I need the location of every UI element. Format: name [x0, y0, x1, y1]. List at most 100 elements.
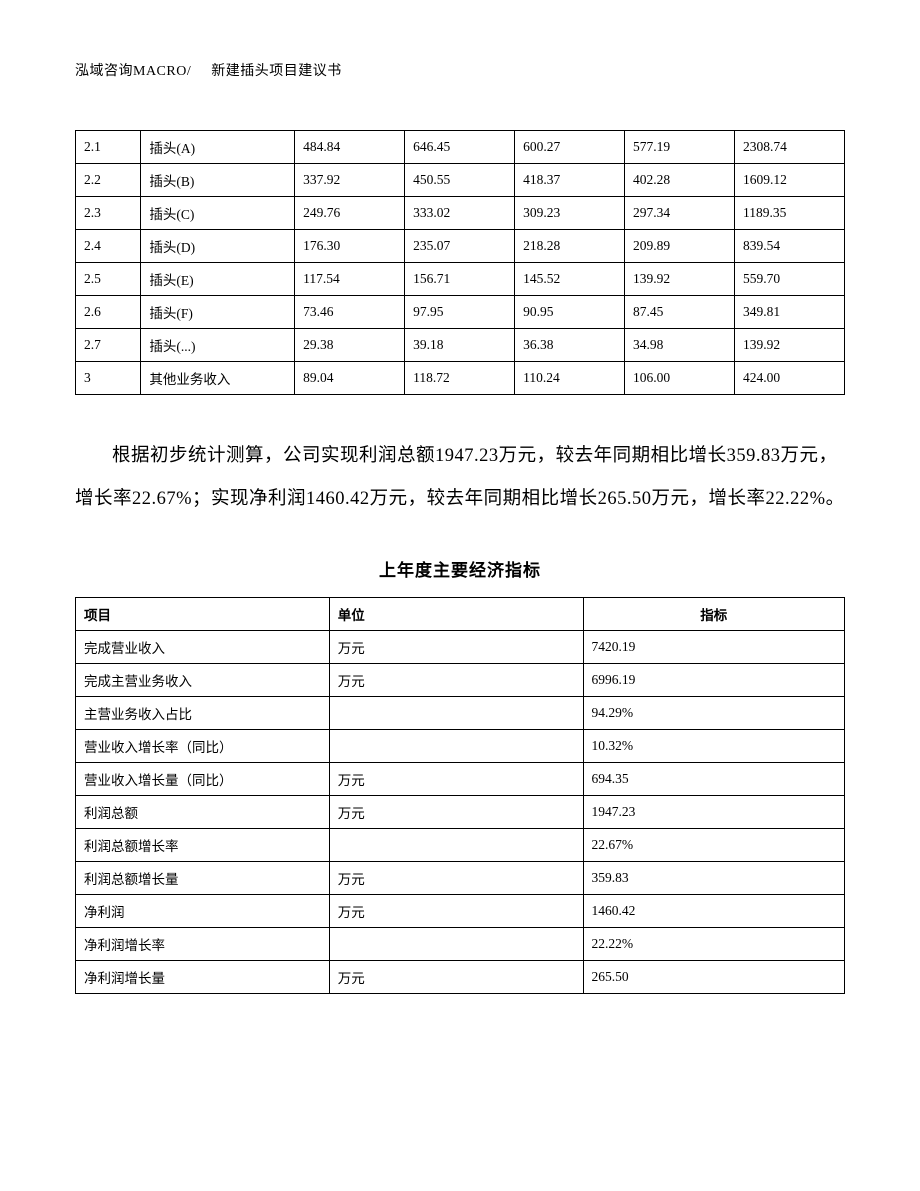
cell-num: 2.2 [76, 164, 141, 197]
table-row: 利润总额增长量万元359.83 [76, 862, 845, 895]
cell-v5: 839.54 [734, 230, 844, 263]
table-row: 2.5插头(E)117.54156.71145.52139.92559.70 [76, 263, 845, 296]
cell-value: 1947.23 [583, 796, 844, 829]
table-row: 2.1插头(A)484.84646.45600.27577.192308.74 [76, 131, 845, 164]
cell-v3: 309.23 [515, 197, 625, 230]
cell-v1: 117.54 [295, 263, 405, 296]
cell-value: 265.50 [583, 961, 844, 994]
cell-project: 利润总额增长量 [76, 862, 330, 895]
cell-num: 3 [76, 362, 141, 395]
cell-value: 10.32% [583, 730, 844, 763]
cell-unit [329, 697, 583, 730]
cell-value: 6996.19 [583, 664, 844, 697]
cell-v4: 139.92 [625, 263, 735, 296]
header-title: 新建插头项目建议书 [211, 64, 342, 79]
cell-v2: 450.55 [405, 164, 515, 197]
cell-num: 2.7 [76, 329, 141, 362]
cell-v2: 333.02 [405, 197, 515, 230]
cell-v4: 106.00 [625, 362, 735, 395]
cell-unit: 万元 [329, 631, 583, 664]
header-unit: 单位 [329, 598, 583, 631]
cell-value: 22.22% [583, 928, 844, 961]
cell-name: 插头(E) [141, 263, 295, 296]
indicator-table-title: 上年度主要经济指标 [75, 556, 845, 581]
cell-value: 7420.19 [583, 631, 844, 664]
cell-num: 2.3 [76, 197, 141, 230]
cell-v2: 156.71 [405, 263, 515, 296]
table-row: 主营业务收入占比 94.29% [76, 697, 845, 730]
table-row: 3其他业务收入89.04118.72110.24106.00424.00 [76, 362, 845, 395]
cell-v1: 337.92 [295, 164, 405, 197]
table-row: 完成主营业务收入万元6996.19 [76, 664, 845, 697]
cell-num: 2.1 [76, 131, 141, 164]
header-value: 指标 [583, 598, 844, 631]
cell-num: 2.5 [76, 263, 141, 296]
cell-unit [329, 928, 583, 961]
cell-value: 22.67% [583, 829, 844, 862]
cell-v5: 559.70 [734, 263, 844, 296]
cell-v4: 577.19 [625, 131, 735, 164]
table-row: 2.3插头(C)249.76333.02309.23297.341189.35 [76, 197, 845, 230]
cell-project: 利润总额 [76, 796, 330, 829]
cell-v5: 1189.35 [734, 197, 844, 230]
table-row: 净利润增长量万元265.50 [76, 961, 845, 994]
table-row: 净利润增长率 22.22% [76, 928, 845, 961]
cell-v1: 176.30 [295, 230, 405, 263]
cell-unit: 万元 [329, 895, 583, 928]
summary-paragraph: 根据初步统计测算，公司实现利润总额1947.23万元，较去年同期相比增长359.… [75, 435, 845, 520]
cell-value: 359.83 [583, 862, 844, 895]
cell-v2: 646.45 [405, 131, 515, 164]
cell-unit: 万元 [329, 664, 583, 697]
cell-v3: 218.28 [515, 230, 625, 263]
cell-v3: 145.52 [515, 263, 625, 296]
cell-v4: 87.45 [625, 296, 735, 329]
cell-project: 净利润 [76, 895, 330, 928]
cell-v1: 29.38 [295, 329, 405, 362]
table-row: 2.6插头(F)73.4697.9590.9587.45349.81 [76, 296, 845, 329]
cell-project: 净利润增长率 [76, 928, 330, 961]
cell-name: 插头(...) [141, 329, 295, 362]
header-company: 泓域咨询MACRO/ [75, 64, 191, 79]
cell-v2: 39.18 [405, 329, 515, 362]
cell-v5: 424.00 [734, 362, 844, 395]
cell-project: 完成主营业务收入 [76, 664, 330, 697]
cell-v3: 418.37 [515, 164, 625, 197]
cell-unit [329, 829, 583, 862]
cell-project: 主营业务收入占比 [76, 697, 330, 730]
header-project: 项目 [76, 598, 330, 631]
cell-v3: 90.95 [515, 296, 625, 329]
cell-unit [329, 730, 583, 763]
cell-unit: 万元 [329, 763, 583, 796]
cell-v4: 209.89 [625, 230, 735, 263]
table-row: 营业收入增长率（同比） 10.32% [76, 730, 845, 763]
cell-num: 2.4 [76, 230, 141, 263]
cell-v4: 297.34 [625, 197, 735, 230]
cell-project: 净利润增长量 [76, 961, 330, 994]
cell-v5: 139.92 [734, 329, 844, 362]
cell-project: 利润总额增长率 [76, 829, 330, 862]
cell-value: 94.29% [583, 697, 844, 730]
table-row: 2.4插头(D)176.30235.07218.28209.89839.54 [76, 230, 845, 263]
cell-project: 营业收入增长量（同比） [76, 763, 330, 796]
cell-v3: 110.24 [515, 362, 625, 395]
table-row: 完成营业收入万元7420.19 [76, 631, 845, 664]
cell-v1: 484.84 [295, 131, 405, 164]
table-header-row: 项目 单位 指标 [76, 598, 845, 631]
cell-v4: 402.28 [625, 164, 735, 197]
cell-v3: 600.27 [515, 131, 625, 164]
cell-num: 2.6 [76, 296, 141, 329]
cell-name: 插头(A) [141, 131, 295, 164]
indicator-table: 项目 单位 指标 完成营业收入万元7420.19完成主营业务收入万元6996.1… [75, 597, 845, 994]
cell-v5: 2308.74 [734, 131, 844, 164]
cell-v5: 349.81 [734, 296, 844, 329]
cell-v4: 34.98 [625, 329, 735, 362]
cell-project: 完成营业收入 [76, 631, 330, 664]
cell-name: 插头(B) [141, 164, 295, 197]
cell-v1: 249.76 [295, 197, 405, 230]
cell-project: 营业收入增长率（同比） [76, 730, 330, 763]
cell-v1: 73.46 [295, 296, 405, 329]
cell-v3: 36.38 [515, 329, 625, 362]
product-table: 2.1插头(A)484.84646.45600.27577.192308.742… [75, 130, 845, 395]
cell-v2: 118.72 [405, 362, 515, 395]
cell-unit: 万元 [329, 961, 583, 994]
